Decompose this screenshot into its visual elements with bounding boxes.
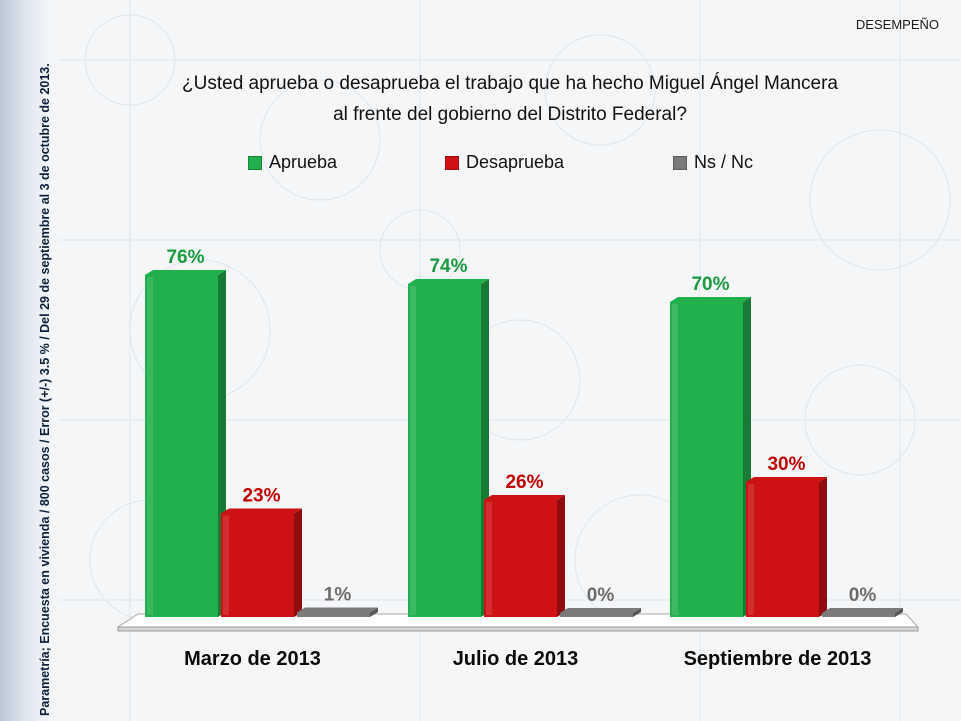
section-tag: DESEMPEÑO [855,17,939,32]
category-label-2: Septiembre de 2013 [684,648,872,670]
legend-label-nsnc: Ns / Nc [694,152,754,172]
legend-item-aprueba: Aprueba [248,152,337,173]
legend-swatch-aprueba [248,155,262,170]
data-label-desaprueba-2: 30% [767,454,805,475]
bar-ns-nc-0 [297,607,378,617]
data-label-aprueba-0: 76% [166,247,204,268]
data-label-aprueba-2: 70% [691,274,729,295]
bar-aprueba-0 [145,270,226,617]
bar-desaprueba-1 [484,495,565,617]
legend-item-desaprueba: Desaprueba [445,152,564,173]
legend-swatch-nsnc [673,155,687,170]
bar-aprueba-2 [670,297,751,617]
chart-floor-edge [117,626,919,632]
chart-title-line2: al frente del gobierno del Distrito Fede… [333,104,687,125]
data-label-desaprueba-1: 26% [505,472,543,493]
bar-ns-nc-2 [822,608,903,617]
legend-label-aprueba: Aprueba [269,152,338,172]
legend-label-desaprueba: Desaprueba [466,152,565,172]
legend-swatch-desaprueba [445,155,459,170]
data-label-ns-nc-0: 1% [324,585,352,606]
legend-item-nsnc: Ns / Nc [673,152,753,173]
data-label-ns-nc-2: 0% [849,585,877,606]
category-label-1: Julio de 2013 [453,648,579,670]
data-label-ns-nc-1: 0% [587,585,615,606]
chart-title: ¿Usted aprueba o desaprueba el trabajo q… [150,68,870,130]
category-label-0: Marzo de 2013 [184,648,321,670]
data-label-desaprueba-0: 23% [242,486,280,507]
bar-desaprueba-0 [221,508,302,617]
left-decorative-strip [0,0,52,721]
bar-ns-nc-1 [560,608,641,617]
data-label-aprueba-1: 74% [429,256,467,277]
bar-aprueba-1 [408,279,489,617]
chart-title-line1: ¿Usted aprueba o desaprueba el trabajo q… [182,73,838,94]
bar-desaprueba-2 [746,477,827,617]
